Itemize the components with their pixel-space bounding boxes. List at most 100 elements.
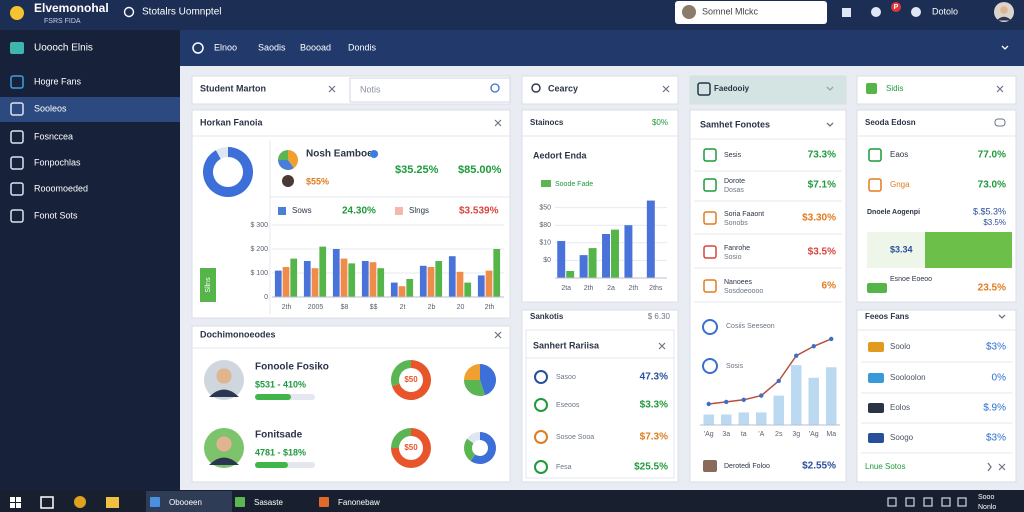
card — [525, 329, 675, 479]
close-icon[interactable] — [662, 85, 670, 93]
tag: Sankotis — [530, 312, 564, 321]
sidebar-icon — [10, 42, 24, 54]
person-name: Fonitsade — [255, 430, 303, 441]
bar — [390, 282, 398, 297]
axis-label-bg — [200, 268, 216, 302]
chevron-icon[interactable] — [998, 314, 1006, 319]
nav-icon[interactable] — [911, 7, 921, 17]
search-icon — [490, 83, 500, 93]
panel — [689, 109, 847, 483]
footer-link[interactable]: Lnue Sotos — [865, 462, 905, 471]
note: Dnoele Aogenpi — [867, 209, 920, 216]
bar — [477, 275, 485, 297]
bar — [435, 261, 443, 297]
bar — [406, 279, 414, 297]
legend-name: Sows — [292, 206, 312, 215]
nav-icon — [192, 42, 204, 54]
row-label: Eseoos — [556, 402, 580, 409]
row-label: Sesis — [724, 152, 742, 159]
chevron-right[interactable] — [987, 462, 992, 472]
icon — [703, 178, 717, 192]
person-name: Fonoole Fosiko — [255, 362, 329, 373]
panel-title: Samhet Fonotes — [700, 119, 770, 129]
task-active — [146, 491, 232, 512]
tag-value: $ 6.30 — [648, 312, 671, 321]
row-label: Eolos — [890, 403, 910, 412]
sidebar-item[interactable]: Fonpochlas — [34, 157, 81, 167]
bar — [369, 262, 377, 297]
y-tick-label: $0 — [543, 257, 551, 264]
task-item[interactable]: Obooeen — [169, 498, 202, 507]
task-item[interactable]: Sasaste — [254, 498, 283, 507]
panel-title: Cearcy — [548, 83, 578, 93]
sidebar-item[interactable]: Sooleos — [34, 103, 67, 113]
chevron-icon[interactable] — [1001, 45, 1009, 50]
bar — [398, 286, 406, 297]
chart-label: Cosiis Seeseon — [726, 323, 775, 330]
x-tick-label: 2t — [400, 304, 406, 311]
sidebar-item[interactable]: Fosnccea — [34, 131, 73, 141]
panel — [191, 325, 511, 483]
nav-item[interactable]: Elnoo — [214, 42, 237, 52]
bar — [290, 258, 298, 297]
close-icon[interactable] — [998, 463, 1006, 471]
y-tick-label: 0 — [264, 294, 268, 301]
close-icon[interactable] — [658, 342, 666, 350]
verified-icon — [370, 150, 378, 158]
avatar-body — [996, 16, 1012, 21]
close-icon[interactable] — [328, 85, 336, 93]
panel — [856, 109, 1017, 303]
top-bar — [0, 0, 1024, 30]
user-name[interactable]: Dotolo — [932, 6, 958, 16]
row-icon — [868, 342, 884, 352]
row-value: $3.30% — [802, 213, 836, 224]
sidebar-item[interactable]: Hogre Fans — [34, 76, 82, 86]
avatar-body — [209, 457, 239, 465]
icon — [868, 148, 882, 162]
bar — [448, 256, 456, 297]
line-marker — [724, 399, 729, 405]
sidebar-item[interactable]: Rooomoeded — [34, 183, 88, 193]
row-label: Soolo — [890, 342, 911, 351]
chevron-icon[interactable] — [826, 122, 834, 127]
dot — [282, 175, 294, 187]
bar — [773, 395, 784, 425]
nav-item[interactable]: Boooad — [300, 42, 331, 52]
badge — [891, 2, 901, 12]
x-tick-label: 2s — [775, 431, 783, 438]
line-marker — [706, 401, 711, 407]
nav-icon[interactable] — [871, 7, 881, 17]
row-value: $7.3% — [640, 432, 668, 443]
line-marker — [811, 344, 816, 349]
icon — [703, 279, 717, 293]
row-label: Dorote — [724, 178, 745, 185]
row-icon — [868, 403, 884, 413]
bar — [703, 414, 714, 425]
chevron-icon[interactable] — [826, 86, 834, 91]
row-value: $3% — [986, 342, 1006, 353]
bar — [566, 270, 575, 278]
nav-item[interactable]: Saodis — [258, 42, 286, 52]
note-value: $.$5.3% — [973, 206, 1006, 216]
x-tick-label: 2th — [485, 304, 495, 311]
row-value: 0% — [992, 373, 1007, 384]
panel-title: Faedooiy — [714, 84, 750, 93]
legend-swatch — [278, 207, 286, 215]
task-icon — [235, 497, 245, 507]
sidebar-item[interactable]: Fonot Sots — [34, 210, 78, 220]
donut-label: $50 — [404, 443, 418, 452]
task-item[interactable]: Fanonebaw — [338, 498, 380, 507]
close-icon[interactable] — [996, 85, 1004, 93]
donut-slice — [391, 428, 431, 468]
nav-item[interactable]: Dondis — [348, 42, 377, 52]
bar — [348, 263, 356, 297]
close-icon[interactable] — [494, 119, 502, 127]
tray-icon — [923, 497, 933, 507]
close-icon[interactable] — [494, 331, 502, 339]
search-text[interactable]: Somnel Mlckc — [702, 6, 759, 16]
task-icon[interactable] — [74, 496, 86, 508]
bar — [808, 377, 819, 425]
y-tick-label: $10 — [539, 240, 551, 247]
legend-value: $3.539% — [459, 206, 499, 217]
bar — [493, 249, 501, 297]
